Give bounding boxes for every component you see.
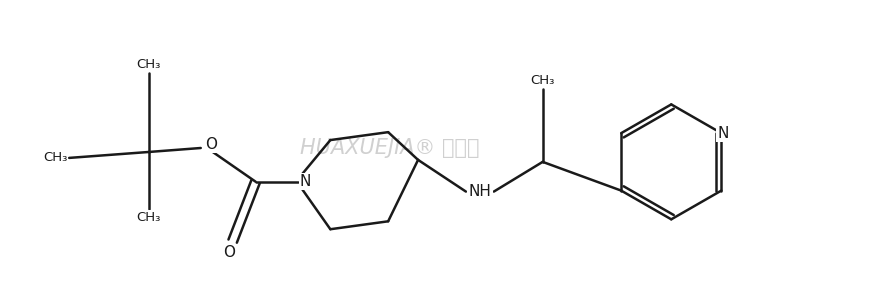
- Text: O: O: [205, 136, 217, 152]
- Text: O: O: [222, 245, 234, 260]
- Text: CH₃: CH₃: [530, 74, 554, 87]
- Text: NH: NH: [468, 184, 491, 199]
- Text: CH₃: CH₃: [137, 211, 161, 224]
- Text: N: N: [299, 174, 311, 189]
- Text: CH₃: CH₃: [137, 58, 161, 71]
- Text: CH₃: CH₃: [43, 152, 67, 164]
- Text: N: N: [716, 126, 728, 141]
- Text: HUAXUEJIA® 化学加: HUAXUEJIA® 化学加: [300, 138, 479, 158]
